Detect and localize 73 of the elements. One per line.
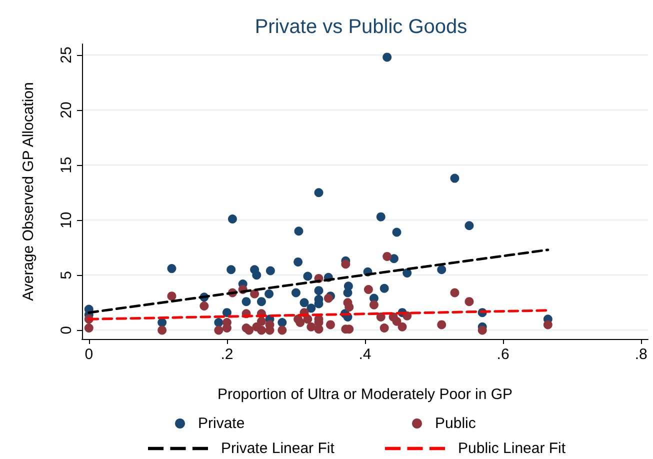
point (341, 260, 350, 269)
x-axis-title: Proportion of Ultra or Moderately Poor in GP (217, 386, 513, 403)
point (326, 320, 335, 330)
point (380, 323, 389, 332)
point (226, 265, 236, 274)
x-tick-label: .4 (358, 346, 372, 363)
point (314, 188, 324, 198)
legend-label: Private Linear Fit (221, 440, 336, 457)
point (158, 326, 167, 335)
y-tick-label: 0 (58, 326, 75, 334)
point (306, 304, 316, 313)
point (450, 288, 460, 298)
legend-label: Public Linear Fit (458, 440, 566, 457)
point (437, 320, 446, 330)
point (364, 284, 373, 294)
y-tick-label: 20 (58, 102, 75, 118)
point (478, 326, 487, 335)
point (167, 292, 176, 301)
y-tick-label: 15 (58, 156, 75, 174)
point (266, 266, 275, 276)
point (222, 308, 232, 318)
point (214, 318, 224, 327)
point (324, 294, 333, 303)
y-tick-label: 10 (58, 212, 75, 228)
point (214, 326, 224, 335)
point (264, 289, 274, 298)
point (294, 226, 304, 236)
point (242, 297, 251, 306)
point (306, 322, 316, 332)
x-tick-label: .8 (634, 346, 648, 363)
point (167, 264, 176, 274)
point (392, 316, 402, 326)
point (296, 318, 305, 327)
point (382, 52, 392, 62)
point (344, 302, 354, 312)
x-tick-label: .2 (220, 346, 234, 363)
point (294, 257, 303, 266)
point (244, 326, 254, 335)
point (200, 301, 209, 310)
y-axis-title: Average Observed GP Allocation (20, 82, 37, 301)
chart-title: Private vs Public Goods (254, 16, 468, 38)
point (343, 288, 352, 298)
point (256, 297, 266, 306)
point (314, 286, 324, 296)
y-tick-label: 5 (58, 270, 75, 280)
point (228, 214, 237, 224)
point (256, 316, 266, 326)
point (252, 270, 262, 280)
point (278, 326, 287, 335)
point (300, 298, 309, 308)
point (437, 265, 446, 274)
point (392, 228, 402, 237)
x-tick-label: 0 (84, 346, 94, 363)
point (543, 320, 552, 330)
x-tick-label: .6 (496, 346, 510, 363)
point (464, 297, 474, 306)
point (256, 326, 266, 335)
point (398, 322, 407, 332)
point (369, 300, 378, 310)
point (250, 289, 260, 298)
point (450, 174, 460, 183)
point (376, 212, 386, 222)
point (464, 221, 474, 230)
point (380, 284, 389, 293)
point (291, 288, 300, 298)
point (84, 323, 94, 332)
legend-label: Private (198, 415, 245, 432)
point (303, 272, 312, 281)
legend-label: Public (435, 415, 476, 432)
point (278, 318, 287, 327)
point (402, 268, 412, 278)
point (382, 252, 392, 261)
y-tick-label: 25 (58, 46, 75, 64)
